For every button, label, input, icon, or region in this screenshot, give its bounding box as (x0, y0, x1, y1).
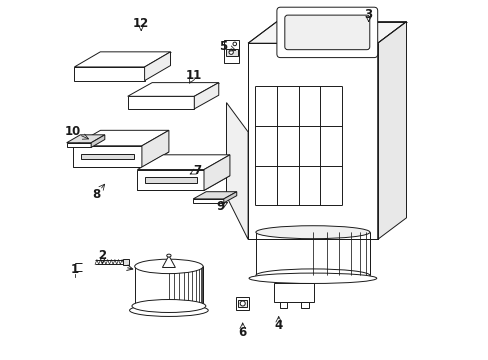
Ellipse shape (228, 50, 233, 54)
Ellipse shape (255, 269, 369, 282)
Polygon shape (123, 259, 128, 265)
Ellipse shape (166, 254, 171, 257)
Polygon shape (225, 49, 237, 56)
Polygon shape (236, 297, 249, 310)
Polygon shape (301, 302, 308, 308)
Polygon shape (274, 283, 313, 302)
Ellipse shape (240, 301, 244, 306)
Polygon shape (224, 192, 236, 203)
Ellipse shape (134, 259, 203, 274)
Polygon shape (238, 300, 246, 307)
Polygon shape (224, 40, 239, 63)
Text: 7: 7 (193, 164, 202, 177)
Polygon shape (247, 43, 377, 239)
Polygon shape (66, 135, 104, 143)
Polygon shape (226, 103, 247, 239)
Polygon shape (81, 154, 134, 159)
Polygon shape (91, 135, 104, 148)
Ellipse shape (132, 300, 205, 312)
Polygon shape (203, 155, 229, 190)
Polygon shape (137, 176, 229, 190)
Text: 6: 6 (238, 326, 246, 339)
Polygon shape (193, 199, 224, 203)
Ellipse shape (129, 304, 208, 316)
Polygon shape (66, 143, 91, 148)
Text: 1: 1 (70, 263, 79, 276)
Polygon shape (73, 130, 168, 146)
Text: 3: 3 (364, 8, 372, 21)
Ellipse shape (232, 42, 236, 46)
Polygon shape (193, 192, 236, 199)
Polygon shape (74, 52, 170, 67)
Polygon shape (247, 22, 406, 43)
Text: 9: 9 (216, 200, 224, 213)
Text: 10: 10 (64, 125, 81, 138)
Polygon shape (377, 77, 402, 239)
Polygon shape (127, 96, 194, 109)
Polygon shape (127, 83, 218, 96)
Text: 11: 11 (185, 69, 201, 82)
Text: 4: 4 (274, 319, 282, 332)
Polygon shape (162, 256, 175, 267)
FancyBboxPatch shape (284, 15, 369, 50)
Polygon shape (137, 170, 203, 190)
Text: 12: 12 (133, 17, 149, 30)
Polygon shape (279, 302, 286, 308)
Polygon shape (74, 67, 144, 81)
FancyBboxPatch shape (276, 7, 377, 58)
Text: 2: 2 (99, 249, 106, 262)
Polygon shape (73, 152, 168, 167)
Text: 5: 5 (218, 40, 226, 53)
Text: 8: 8 (92, 188, 100, 201)
Polygon shape (142, 130, 168, 167)
Polygon shape (137, 155, 229, 170)
Polygon shape (144, 177, 196, 183)
Polygon shape (73, 146, 142, 167)
Polygon shape (377, 22, 406, 239)
Polygon shape (194, 83, 218, 109)
Ellipse shape (248, 273, 376, 283)
Ellipse shape (255, 226, 369, 239)
Polygon shape (144, 52, 170, 81)
